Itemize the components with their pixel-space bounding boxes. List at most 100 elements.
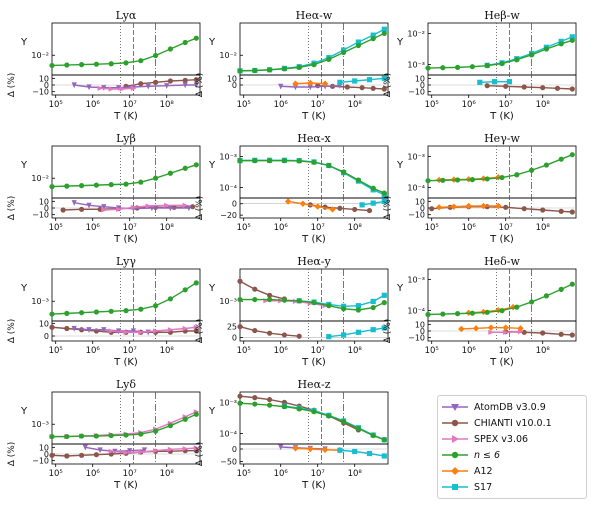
x-axis-label: T (K) [301, 111, 326, 122]
data-point-chianti [267, 330, 273, 336]
data-point-n6 [425, 311, 431, 318]
data-point-n6 [167, 296, 173, 302]
x-tick-label: 10⁷ [123, 223, 138, 233]
data-point-chianti [193, 77, 199, 83]
data-point-n6 [49, 62, 55, 69]
data-point-spex [193, 445, 200, 451]
x-tick-label: 10⁷ [123, 469, 138, 479]
data-point-n6 [281, 158, 287, 164]
panel-title: Heδ-w [484, 255, 520, 268]
residual-tick-label: 0 [44, 332, 49, 341]
y-tick-label: 10⁻³ [219, 152, 237, 161]
x-tick-label: 10⁶ [462, 100, 477, 110]
x-tick-label: 10⁸ [160, 469, 175, 479]
x-axis-label: T (K) [489, 357, 514, 368]
data-point-spex [130, 85, 137, 91]
data-point-n6 [64, 310, 70, 316]
data-point-n6 [355, 307, 361, 313]
data-point-atomdb [145, 83, 151, 90]
data-point-n6 [267, 402, 273, 408]
data-point-n6 [569, 37, 575, 43]
y-tick-label: 10⁻³ [31, 297, 49, 306]
residual-tick-label: 0 [232, 200, 237, 209]
y-tick-label: 10⁻³ [407, 152, 425, 161]
data-point-n6 [237, 158, 243, 164]
data-point-n6 [381, 30, 387, 36]
y-tick-label: 10⁻⁴ [219, 184, 237, 193]
data-point-chianti [267, 292, 273, 298]
data-point-chianti [540, 330, 546, 336]
data-point-atomdb [86, 327, 92, 333]
series-line-n6 [240, 159, 385, 194]
data-point-atomdb [193, 82, 199, 89]
data-point-chianti [344, 84, 350, 90]
data-point-n6 [370, 185, 376, 191]
data-point-chianti [558, 331, 564, 337]
data-point-chianti [64, 453, 70, 459]
x-tick-label: 10⁶ [462, 346, 477, 356]
panel-title: Heβ-w [484, 9, 520, 22]
data-point-chianti [359, 85, 365, 91]
x-tick-label: 10⁸ [348, 223, 363, 233]
residual-tick-label: −10 [408, 334, 425, 343]
data-point-chianti [281, 332, 287, 338]
residual-axis-label: Δ (%) [195, 442, 205, 467]
data-point-n6 [193, 162, 199, 168]
panel-Heα-z: Heα-z 10⁵ 10⁶ 10⁷ 10⁸ T (K) Y Δ (%) 10⁻³ 10⁻⁴ 0 −50 [195, 378, 389, 491]
y-tick-label: 10⁻³ [407, 61, 425, 70]
residual-axis-label: Δ (%) [383, 196, 393, 221]
legend-swatch-spex [442, 435, 468, 443]
top-axes-frame [239, 145, 389, 199]
data-point-n6 [138, 179, 144, 185]
legend-label-a12: A12 [474, 465, 493, 477]
data-point-n6 [514, 172, 520, 178]
data-point-chianti [569, 86, 575, 92]
x-tick-label: 10⁶ [274, 223, 289, 233]
residual-axis-label: Δ (%) [7, 319, 17, 344]
data-point-spex [167, 327, 174, 333]
data-point-atomdb [101, 327, 107, 333]
data-point-chianti [267, 396, 273, 403]
data-point-n6 [49, 433, 55, 440]
x-tick-label: 10⁵ [425, 100, 439, 110]
data-point-n6 [252, 401, 258, 407]
x-tick-label: 10⁵ [49, 346, 63, 356]
y-tick-label: 10⁻² [407, 29, 425, 38]
data-point-n6 [341, 418, 347, 425]
residual-tick-label: −20 [220, 211, 237, 220]
x-tick-label: 10⁶ [462, 223, 477, 233]
data-point-chianti [79, 206, 85, 212]
data-point-chianti [569, 332, 575, 338]
data-point-n6 [311, 300, 317, 306]
data-point-spex [138, 449, 144, 455]
data-point-n6 [370, 432, 376, 439]
data-point-spex [182, 325, 189, 332]
data-point-n6 [138, 58, 144, 64]
data-point-atomdb [278, 83, 284, 90]
data-point-n6 [326, 303, 332, 309]
data-point-a12 [435, 204, 443, 211]
data-point-atomdb [82, 444, 88, 451]
data-point-n6 [355, 42, 361, 49]
residual-tick-label: 25 [227, 323, 237, 332]
data-point-s17 [370, 200, 376, 206]
data-point-a12 [480, 202, 487, 210]
x-tick-label: 10⁸ [160, 346, 175, 356]
data-point-chianti [569, 209, 575, 215]
x-tick-label: 10⁵ [49, 469, 63, 479]
y-axis-label: Y [396, 283, 404, 294]
data-point-s17 [370, 32, 376, 38]
data-point-s17 [381, 292, 387, 298]
top-axes-frame [239, 391, 389, 445]
data-point-atomdb [307, 84, 313, 91]
data-point-n6 [182, 416, 188, 422]
data-point-n6 [341, 169, 347, 175]
legend-label-n6: n ≤ 6 [474, 449, 501, 461]
data-point-a12 [517, 325, 524, 332]
data-point-n6 [355, 425, 361, 432]
data-point-n6 [499, 60, 505, 67]
data-point-spex [488, 329, 495, 335]
residual-axes-frame [239, 320, 389, 342]
top-axes-frame [239, 268, 389, 322]
data-point-s17 [492, 79, 498, 85]
